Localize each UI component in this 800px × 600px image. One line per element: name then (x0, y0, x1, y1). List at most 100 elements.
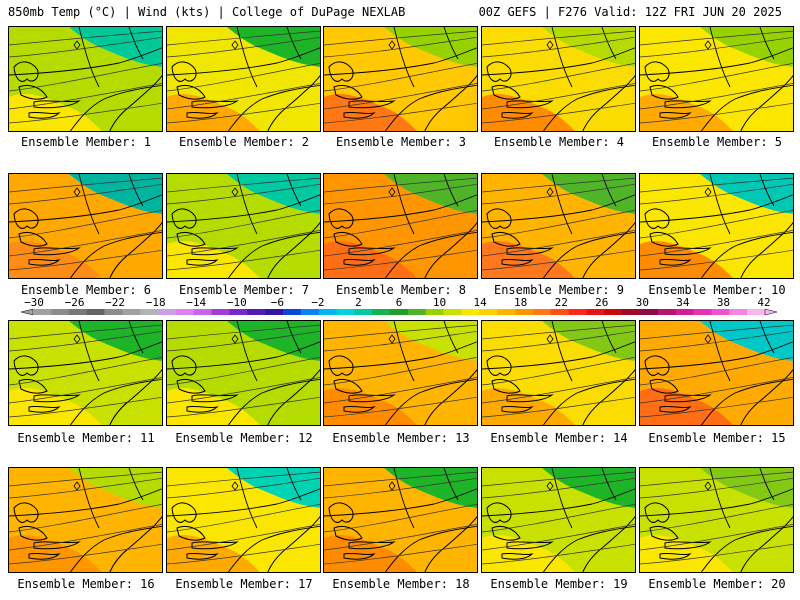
colorbar-segment (104, 309, 123, 315)
diamond-marker (73, 334, 81, 344)
diamond-marker (388, 481, 396, 491)
colorbar-segment (175, 309, 194, 315)
colorbar-segment (282, 309, 302, 315)
temperature-map (324, 27, 477, 131)
diamond-marker (231, 40, 239, 50)
temperature-map (9, 321, 162, 425)
colorbar-segment (390, 309, 409, 315)
temperature-map (9, 468, 162, 572)
panel-label-3: Ensemble Member: 3 (335, 135, 467, 149)
colorbar-segment (425, 309, 444, 315)
wind-streamlines (640, 324, 793, 418)
map-outlines (9, 321, 162, 425)
ensemble-panel-3 (323, 26, 478, 132)
ensemble-panel-10 (639, 173, 794, 279)
colorbar-segment (265, 309, 284, 315)
colorbar-segment (33, 309, 52, 315)
map-outlines (167, 468, 320, 572)
ensemble-panel-16 (8, 467, 163, 573)
panel-label-16: Ensemble Member: 16 (17, 577, 155, 591)
temperature-map (640, 27, 793, 131)
panel-label-10: Ensemble Member: 10 (648, 283, 786, 297)
temperature-map (9, 27, 162, 131)
valid-time: 00Z GEFS | F276 Valid: 12Z FRI JUN 20 20… (478, 5, 782, 19)
temperature-map (324, 321, 477, 425)
map-outlines (640, 174, 793, 278)
colorbar-segment (407, 309, 427, 315)
colorbar-segment (515, 309, 534, 315)
colorbar-segment (122, 309, 141, 315)
wind-streamlines (167, 471, 320, 565)
colorbar-tick-label: 38 (716, 296, 731, 309)
ensemble-panel-15 (639, 320, 794, 426)
colorbar-segment (729, 309, 748, 315)
temperature-map (482, 468, 635, 572)
map-outlines (482, 174, 635, 278)
panel-label-8: Ensemble Member: 8 (335, 283, 467, 297)
map-outlines (167, 321, 320, 425)
ensemble-panel-2 (166, 26, 321, 132)
temperature-map (167, 321, 320, 425)
temperature-map (167, 468, 320, 572)
map-outlines (324, 321, 477, 425)
temperature-map (482, 174, 635, 278)
temperature-map (167, 27, 320, 131)
temperature-colorbar (20, 308, 778, 316)
ensemble-panel-5 (639, 26, 794, 132)
ensemble-panel-19 (481, 467, 636, 573)
ensemble-panel-17 (166, 467, 321, 573)
wind-streamlines (640, 177, 793, 271)
diamond-marker (546, 334, 554, 344)
panel-label-2: Ensemble Member: 2 (178, 135, 310, 149)
colorbar-segment (693, 309, 712, 315)
colorbar-tick-label: 14 (473, 296, 487, 309)
colorbar-segment (211, 309, 230, 315)
colorbar-tick-label: −14 (186, 296, 207, 309)
colorbar-segment (229, 309, 248, 315)
wind-streamlines (167, 324, 320, 418)
colorbar-tick-label: 18 (514, 296, 528, 309)
wind-streamlines (9, 471, 162, 565)
diamond-marker (388, 187, 396, 197)
panel-label-17: Ensemble Member: 17 (175, 577, 313, 591)
panel-label-4: Ensemble Member: 4 (493, 135, 625, 149)
panel-label-15: Ensemble Member: 15 (648, 431, 786, 445)
colorbar-segment (443, 309, 462, 315)
diamond-marker (546, 187, 554, 197)
wind-streamlines (324, 471, 477, 565)
map-outlines (324, 468, 477, 572)
temperature-map (324, 174, 477, 278)
colorbar-segment (604, 309, 623, 315)
temperature-map (640, 321, 793, 425)
wind-streamlines (167, 30, 320, 124)
diamond-marker (231, 334, 239, 344)
colorbar-left-arrow (20, 308, 34, 316)
ensemble-panel-18 (323, 467, 478, 573)
map-outlines (324, 174, 477, 278)
panel-label-11: Ensemble Member: 11 (17, 431, 155, 445)
colorbar-tick-label: −6 (270, 296, 284, 309)
ensemble-panel-14 (481, 320, 636, 426)
panel-label-9: Ensemble Member: 9 (493, 283, 625, 297)
map-title: 850mb Temp (°C) | Wind (kts) | College o… (8, 5, 406, 19)
colorbar-segment (479, 309, 498, 315)
colorbar-segment (586, 309, 605, 315)
colorbar-segment (318, 309, 337, 315)
ensemble-panel-20 (639, 467, 794, 573)
colorbar-segment (336, 309, 355, 315)
colorbar-segment (550, 309, 569, 315)
colorbar-segment (532, 309, 552, 315)
map-outlines (167, 174, 320, 278)
colorbar-segment (568, 309, 587, 315)
ensemble-panel-7 (166, 173, 321, 279)
panel-label-5: Ensemble Member: 5 (651, 135, 783, 149)
map-outlines (9, 27, 162, 131)
colorbar-tick-label: 6 (395, 296, 403, 309)
colorbar-tick-label: −2 (311, 296, 325, 309)
colorbar-tick-label: −26 (64, 296, 85, 309)
ensemble-panel-12 (166, 320, 321, 426)
ensemble-panel-9 (481, 173, 636, 279)
temperature-map (640, 174, 793, 278)
diamond-marker (73, 481, 81, 491)
map-outlines (482, 468, 635, 572)
